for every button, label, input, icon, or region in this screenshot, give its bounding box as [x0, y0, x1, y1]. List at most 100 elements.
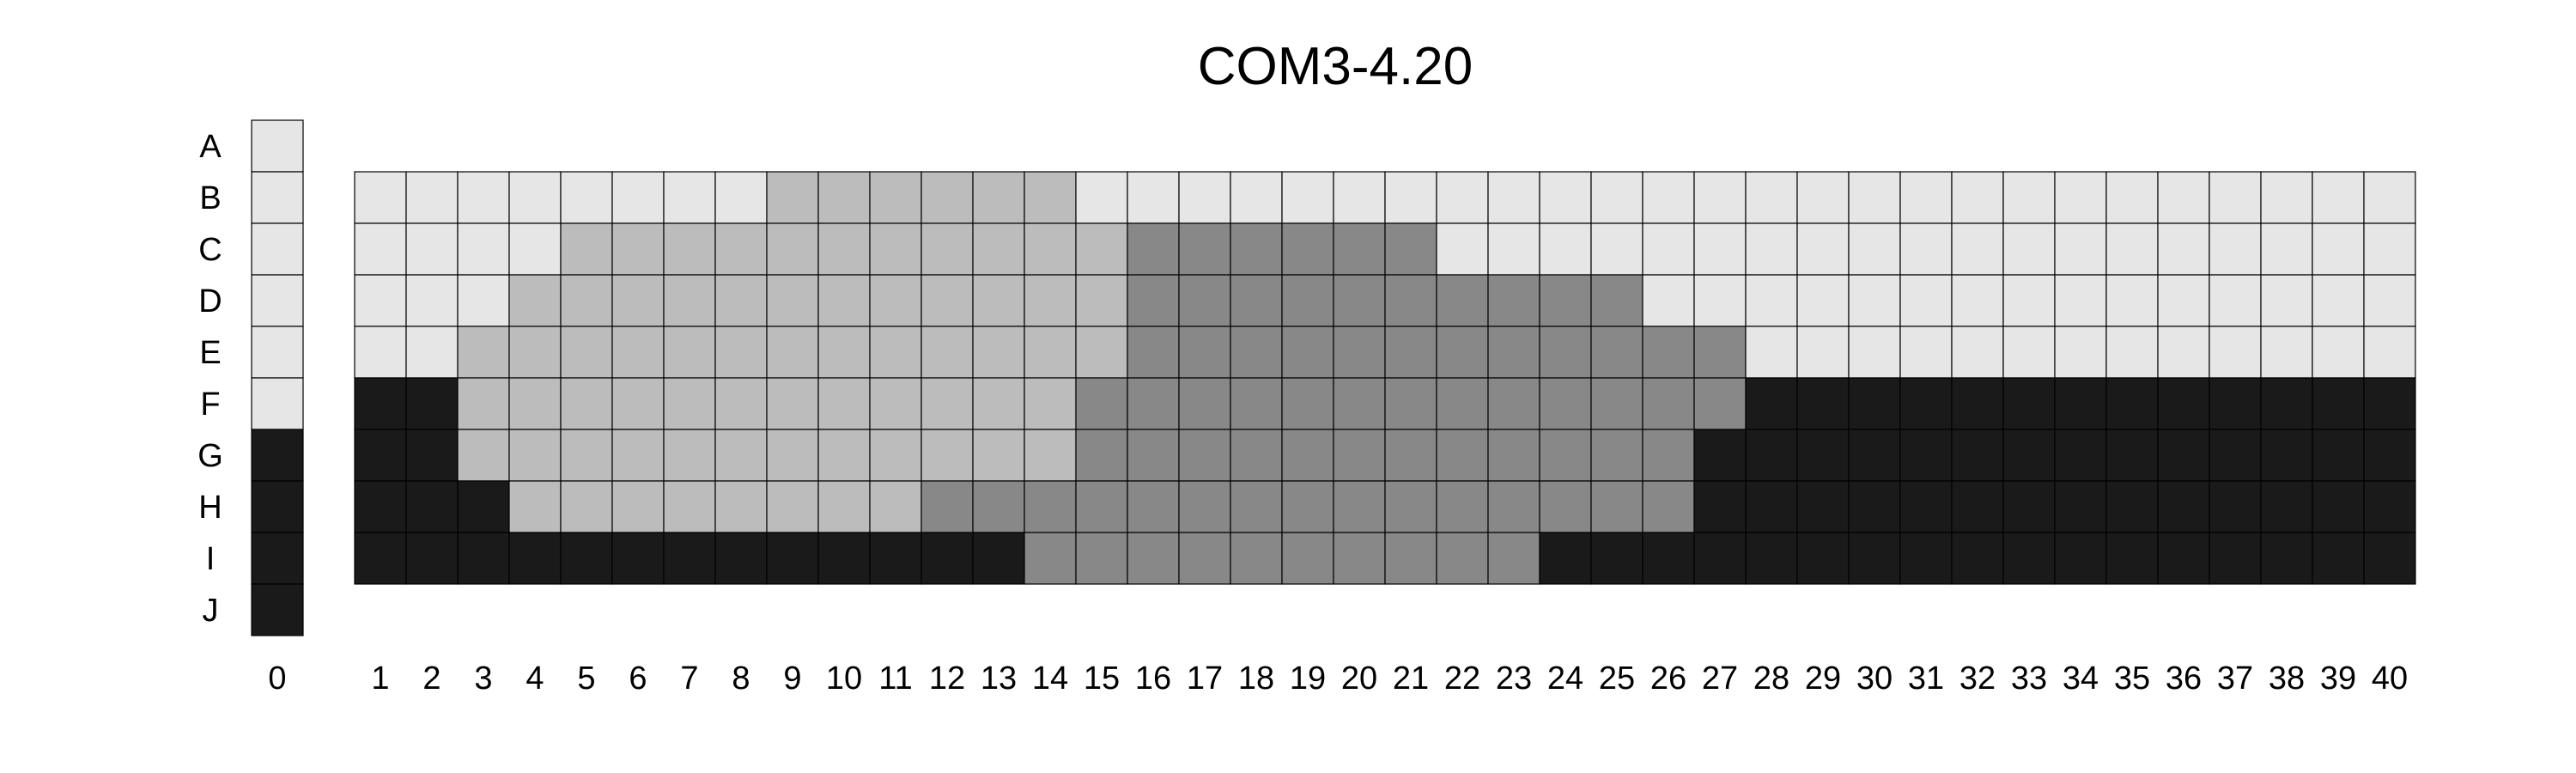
- grid-cell-f-29: [1796, 377, 1850, 430]
- grid-cell-d-25: [1590, 274, 1643, 327]
- grid-cell-f-24: [1539, 377, 1592, 430]
- column-label-9: 9: [783, 660, 801, 697]
- grid-cell-g-1: [354, 429, 407, 482]
- grid-cell-e-2: [405, 326, 459, 379]
- grid-cell-i-36: [2157, 532, 2210, 585]
- grid-cell-g-38: [2260, 429, 2313, 482]
- grid-cell-e-5: [560, 326, 613, 379]
- grid-cell-b-26: [1642, 171, 1695, 224]
- grid-cell-d-23: [1487, 274, 1540, 327]
- grid-cell-h-19: [1281, 480, 1334, 533]
- grid-cell-d-32: [1951, 274, 2004, 327]
- grid-cell-f-27: [1693, 377, 1747, 430]
- grid-cell-f-40: [2363, 377, 2416, 430]
- row-label-c: C: [198, 232, 222, 268]
- grid-cell-g-2: [405, 429, 459, 482]
- grid-cell-b-21: [1384, 171, 1437, 224]
- grid-cell-i-34: [2054, 532, 2107, 585]
- grid-cell-d-36: [2157, 274, 2210, 327]
- grid-cell-b-25: [1590, 171, 1643, 224]
- grid-cell-h-8: [714, 480, 768, 533]
- grid-cell-h-37: [2208, 480, 2262, 533]
- grid-cell-b-13: [972, 171, 1025, 224]
- column-label-33: 33: [2011, 660, 2047, 697]
- reference-cell-f: [251, 377, 304, 430]
- grid-cell-h-31: [1899, 480, 1953, 533]
- grid-cell-b-36: [2157, 171, 2210, 224]
- column-label-14: 14: [1032, 660, 1068, 697]
- grid-cell-f-14: [1024, 377, 1077, 430]
- grid-cell-h-21: [1384, 480, 1437, 533]
- grid-cell-f-30: [1848, 377, 1901, 430]
- column-labels: 0 1 2 3 4 5 6 7 8 9 10 11 12 13 14 15 16 17 18 19 20 21 22 23 24…: [268, 660, 2408, 697]
- grid-cell-b-22: [1436, 171, 1489, 224]
- grid-cell-g-35: [2105, 429, 2159, 482]
- grid-cell-d-40: [2363, 274, 2416, 327]
- column-label-40: 40: [2372, 660, 2408, 697]
- grid-cell-e-21: [1384, 326, 1437, 379]
- grid-cell-b-17: [1178, 171, 1231, 224]
- column-label-8: 8: [732, 660, 750, 697]
- grid-cell-d-19: [1281, 274, 1334, 327]
- grid-cell-g-24: [1539, 429, 1592, 482]
- grid-cell-c-19: [1281, 222, 1334, 276]
- grid-cell-i-37: [2208, 532, 2262, 585]
- column-label-2: 2: [422, 660, 440, 697]
- grid-cell-e-23: [1487, 326, 1540, 379]
- grid-cell-d-2: [405, 274, 459, 327]
- reference-cell-a: [251, 119, 304, 173]
- grid-cell-i-30: [1848, 532, 1901, 585]
- grid-cell-c-4: [508, 222, 562, 276]
- grid-cell-h-35: [2105, 480, 2159, 533]
- grid-cell-c-20: [1333, 222, 1386, 276]
- grid-cell-d-1: [354, 274, 407, 327]
- grid-cell-d-27: [1693, 274, 1747, 327]
- grid-cell-i-32: [1951, 532, 2004, 585]
- grid-cell-b-5: [560, 171, 613, 224]
- grid-cell-d-10: [817, 274, 871, 327]
- grid-cell-c-22: [1436, 222, 1489, 276]
- grid-cell-h-6: [611, 480, 665, 533]
- reference-cell-g: [251, 429, 304, 482]
- grid-cell-i-40: [2363, 532, 2416, 585]
- grid-cell-i-33: [2002, 532, 2056, 585]
- grid-cell-c-35: [2105, 222, 2159, 276]
- grid-cell-h-3: [457, 480, 510, 533]
- reference-cell-h: [251, 480, 304, 533]
- grid-cell-d-28: [1745, 274, 1798, 327]
- column-label-15: 15: [1084, 660, 1120, 697]
- grid-cell-f-32: [1951, 377, 2004, 430]
- grid-cell-b-38: [2260, 171, 2313, 224]
- column-label-24: 24: [1547, 660, 1583, 697]
- grid-cell-c-8: [714, 222, 768, 276]
- grid-cell-c-2: [405, 222, 459, 276]
- column-label-30: 30: [1856, 660, 1893, 697]
- grid-cell-e-33: [2002, 326, 2056, 379]
- row-label-d: D: [198, 283, 222, 320]
- grid-cell-b-35: [2105, 171, 2159, 224]
- grid-cell-h-16: [1127, 480, 1180, 533]
- grid-cell-f-33: [2002, 377, 2056, 430]
- grid-cell-d-8: [714, 274, 768, 327]
- grid-cell-d-15: [1075, 274, 1128, 327]
- grid-cell-g-19: [1281, 429, 1334, 482]
- column-label-27: 27: [1702, 660, 1738, 697]
- grid-cell-e-37: [2208, 326, 2262, 379]
- grid-cell-f-11: [869, 377, 922, 430]
- reference-cell-c: [251, 222, 304, 276]
- column-label-20: 20: [1341, 660, 1377, 697]
- grid-cell-i-38: [2260, 532, 2313, 585]
- row-label-h: H: [198, 490, 222, 526]
- grid-cell-h-7: [663, 480, 716, 533]
- grid-cell-d-4: [508, 274, 562, 327]
- grid-cell-b-15: [1075, 171, 1128, 224]
- grid-cell-i-18: [1230, 532, 1283, 585]
- row-label-j: J: [203, 593, 219, 629]
- grid-cell-i-16: [1127, 532, 1180, 585]
- grid-cell-e-17: [1178, 326, 1231, 379]
- grid-cell-g-39: [2312, 429, 2365, 482]
- grid-cell-c-16: [1127, 222, 1180, 276]
- grid-cell-e-36: [2157, 326, 2210, 379]
